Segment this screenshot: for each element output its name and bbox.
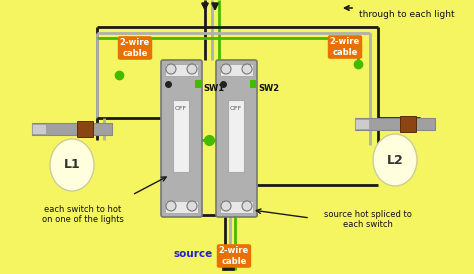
Text: 2-wire
cable: 2-wire cable	[219, 246, 249, 266]
Circle shape	[242, 64, 252, 74]
Circle shape	[187, 201, 197, 211]
Text: source: source	[173, 249, 213, 259]
Bar	[173, 100, 189, 172]
Text: 2-wire
cable: 2-wire cable	[120, 38, 150, 58]
FancyBboxPatch shape	[161, 60, 202, 217]
Bar	[228, 100, 244, 172]
Circle shape	[221, 64, 231, 74]
Text: 2-wire
cable: 2-wire cable	[330, 37, 360, 57]
Ellipse shape	[50, 139, 94, 191]
Bar	[165, 64, 198, 76]
Bar	[220, 64, 253, 76]
Text: each switch to hot
on one of the lights: each switch to hot on one of the lights	[42, 205, 124, 224]
Bar	[32, 123, 112, 135]
Bar	[32, 124, 46, 134]
Ellipse shape	[373, 134, 417, 186]
Text: through to each light: through to each light	[359, 10, 455, 19]
Bar	[222, 256, 234, 270]
Circle shape	[187, 64, 197, 74]
Circle shape	[221, 201, 231, 211]
Bar	[250, 80, 256, 88]
Bar	[400, 116, 416, 132]
Circle shape	[166, 64, 176, 74]
Bar	[165, 201, 198, 213]
Text: SW2: SW2	[258, 84, 279, 93]
Text: OFF: OFF	[175, 105, 187, 110]
Bar	[77, 121, 93, 137]
FancyBboxPatch shape	[216, 60, 257, 217]
Text: SW1: SW1	[203, 84, 224, 93]
Circle shape	[242, 201, 252, 211]
Text: OFF: OFF	[230, 105, 242, 110]
Bar	[220, 201, 253, 213]
Text: L1: L1	[64, 158, 81, 172]
Bar	[355, 119, 369, 129]
Bar	[355, 118, 435, 130]
Circle shape	[166, 201, 176, 211]
Text: source hot spliced to
each switch: source hot spliced to each switch	[324, 210, 412, 229]
Bar	[195, 80, 201, 88]
Text: L2: L2	[387, 153, 403, 167]
